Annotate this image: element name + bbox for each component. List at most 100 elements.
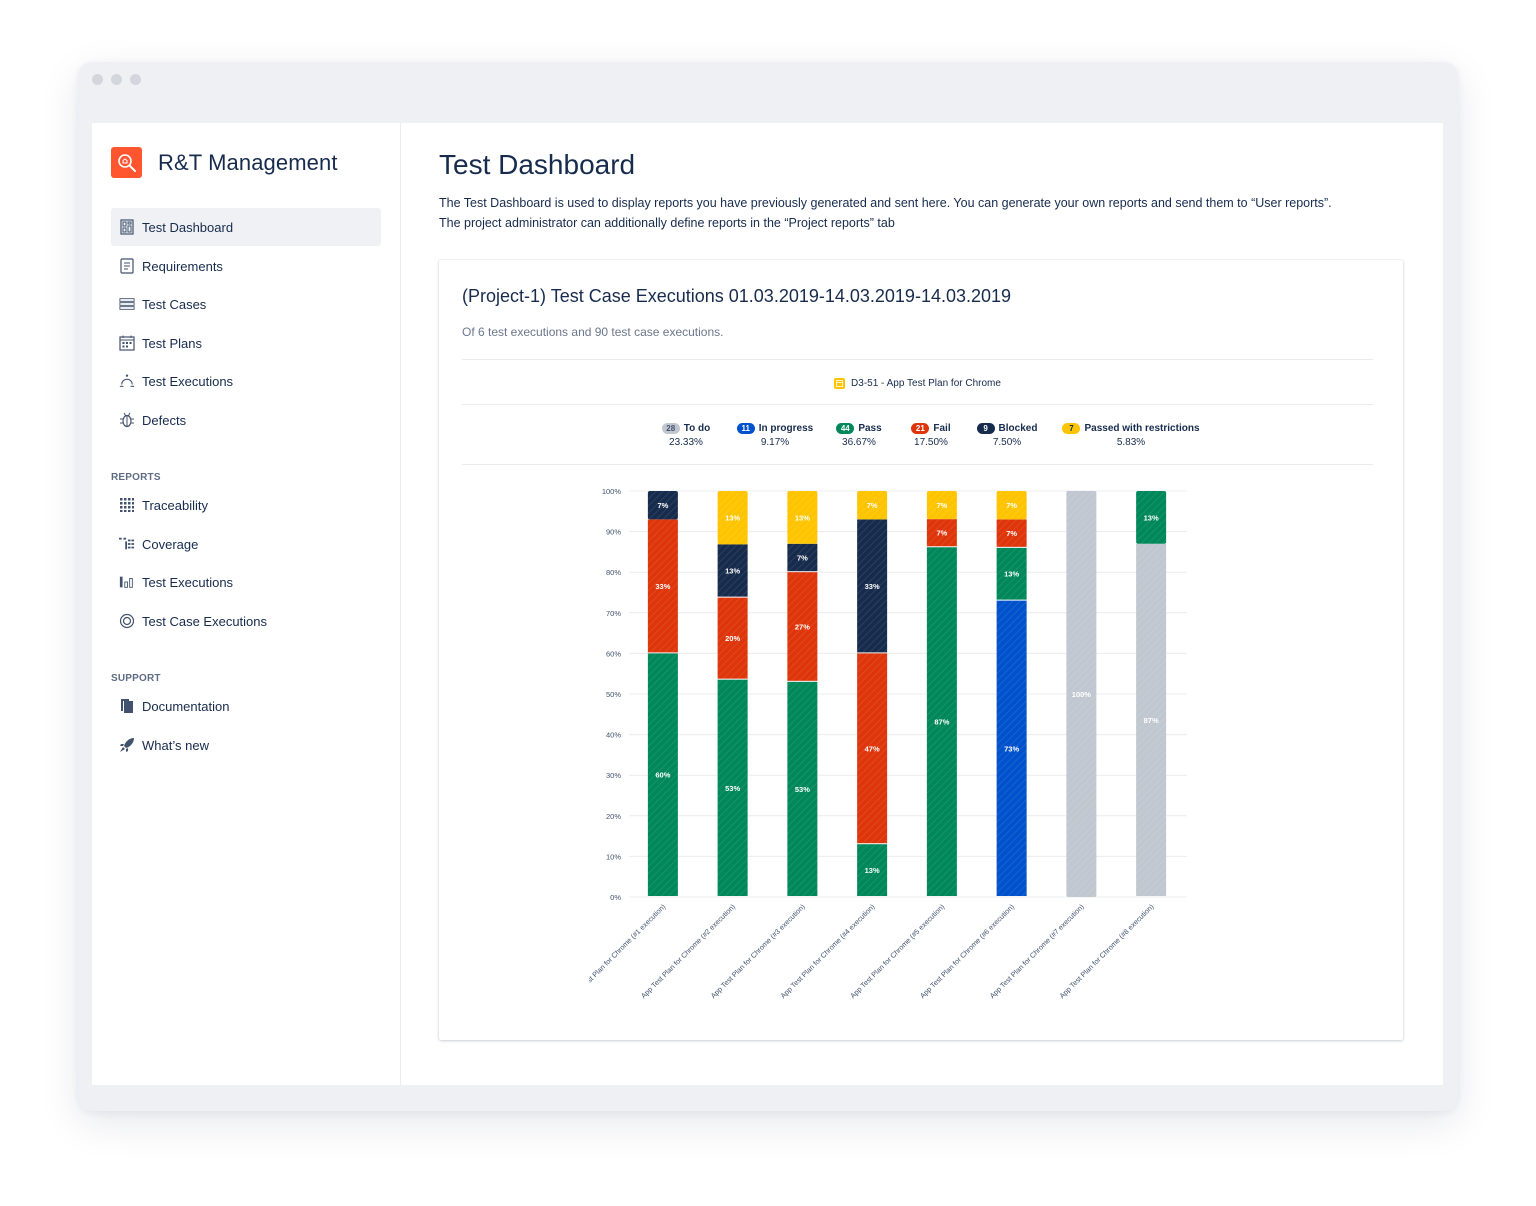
sidebar-item-label: Test Executions — [142, 373, 234, 389]
brand[interactable]: R&T Management — [111, 147, 338, 178]
sidebar: R&T Management Test Dashboard Requiremen… — [92, 123, 401, 1085]
test-cases-icon — [119, 296, 135, 312]
requirements-icon — [119, 258, 135, 274]
legend-percent: 17.50% — [914, 437, 948, 448]
legend-count: 28 — [661, 423, 680, 434]
sidebar-item-label: Traceability — [142, 497, 208, 513]
sidebar-item-documentation[interactable]: Documentation — [111, 687, 381, 725]
sidebar-item-requirements[interactable]: Requirements — [111, 247, 381, 285]
close-dot[interactable] — [92, 74, 103, 85]
bar-hatch — [1066, 491, 1097, 897]
legend-count: 44 — [836, 423, 855, 434]
report-subtitle: Of 6 test executions and 90 test case ex… — [462, 325, 724, 339]
bar-hatch — [996, 491, 1027, 520]
sidebar-item-test-plans[interactable]: Test Plans — [111, 324, 381, 362]
sidebar-item-label: Test Executions — [142, 574, 234, 590]
bar-value-label: 20% — [725, 634, 740, 643]
app-name: R&T Management — [158, 149, 338, 175]
y-tick-label: 80% — [606, 568, 621, 577]
y-tick-label: 70% — [606, 609, 621, 618]
legend-item-passed-with-restrictions[interactable]: 7 Passed with restrictions 5.83% — [1056, 423, 1206, 448]
minimize-dot[interactable] — [111, 74, 122, 85]
app-logo-icon — [111, 147, 142, 178]
reports-section-label: REPORTS — [111, 472, 161, 483]
stacked-bar-chart: 0% 10% 20% 30% 40% 50% 60% 70% 80% 90% 100% 60% 33%… — [589, 487, 1187, 1000]
y-tick-label: 10% — [606, 852, 621, 861]
legend-name: Passed with restrictions — [1084, 423, 1200, 434]
bar-hatch — [647, 491, 678, 520]
divider — [462, 404, 1373, 405]
bar-hatch — [857, 491, 888, 520]
bar-value-label: 7% — [1006, 501, 1017, 510]
report-title: (Project-1) Test Case Executions 01.03.2… — [462, 286, 1012, 306]
legend-name: In progress — [758, 423, 814, 434]
sidebar-item-traceability[interactable]: Traceability — [111, 486, 381, 524]
divider — [462, 464, 1373, 465]
test-plan-text: D3-51 - App Test Plan for Chrome — [851, 377, 1001, 389]
bar-hatch — [996, 600, 1027, 896]
sidebar-item-test-case-executions[interactable]: Test Case Executions — [111, 602, 381, 640]
sidebar-item-test-cases[interactable]: Test Cases — [111, 285, 381, 323]
sidebar-item-test-executions[interactable]: Test Executions — [111, 362, 381, 400]
sidebar-item-label: Coverage — [142, 536, 199, 552]
y-tick-label: 50% — [606, 690, 621, 699]
y-tick-label: 90% — [606, 528, 621, 537]
bar-hatch — [647, 519, 678, 653]
bar-value-label: 100% — [1072, 690, 1092, 699]
sidebar-item-whats-new[interactable]: What’s new — [111, 726, 381, 764]
sidebar-item-coverage[interactable]: Coverage — [111, 525, 381, 563]
sidebar-item-report-test-executions[interactable]: Test Executions — [111, 563, 381, 601]
legend-name: To do — [683, 423, 711, 434]
bar-value-label: 7% — [657, 501, 668, 510]
bar-hatch — [926, 491, 957, 520]
legend-item-pass[interactable]: 44 Pass 36.67% — [824, 423, 894, 448]
y-tick-label: 40% — [606, 731, 621, 740]
support-section-label: SUPPORT — [111, 673, 161, 684]
bar-hatch — [926, 519, 957, 547]
bar-value-label: 33% — [865, 582, 880, 591]
sidebar-item-defects[interactable]: Defects — [111, 401, 381, 439]
bar-value-label: 7% — [797, 553, 808, 562]
legend-item-to-do[interactable]: 28 To do 23.33% — [646, 423, 726, 448]
rocket-icon — [119, 737, 135, 753]
legend-item-fail[interactable]: 21 Fail 17.50% — [901, 423, 961, 448]
bar-value-label: 7% — [936, 501, 947, 510]
bar-hatch — [926, 547, 957, 896]
legend-item-blocked[interactable]: 9 Blocked 7.50% — [971, 423, 1043, 448]
legend-item-in-progress[interactable]: 11 In progress 9.17% — [729, 423, 821, 448]
legend-count: 21 — [911, 423, 930, 434]
y-tick-label: 60% — [606, 649, 621, 658]
window-controls — [92, 74, 141, 85]
y-tick-label: 30% — [606, 771, 621, 780]
legend-count: 11 — [736, 423, 755, 434]
sidebar-item-label: What’s new — [142, 737, 209, 753]
legend-percent: 9.17% — [760, 437, 790, 448]
bar-value-label: 13% — [725, 514, 740, 523]
bar-hatch — [787, 491, 818, 544]
y-tick-label: 20% — [606, 812, 621, 821]
legend-name: Pass — [858, 423, 882, 434]
dashboard-icon — [119, 219, 135, 235]
bar-value-label: 87% — [1144, 716, 1159, 725]
document-icon — [119, 698, 135, 714]
app-window: R&T Management Test Dashboard Requiremen… — [78, 62, 1458, 1111]
y-tick-label: 0% — [610, 893, 621, 902]
test-plan-label[interactable]: D3-51 - App Test Plan for Chrome — [462, 374, 1373, 392]
bar-hatch — [996, 519, 1027, 547]
sidebar-item-label: Requirements — [142, 258, 223, 274]
bar-value-label: 33% — [655, 582, 670, 591]
divider — [462, 359, 1373, 360]
bar-hatch — [787, 681, 818, 896]
test-plans-icon — [119, 335, 135, 351]
report-card: (Project-1) Test Case Executions 01.03.2… — [439, 260, 1403, 1040]
legend-percent: 23.33% — [669, 437, 703, 448]
legend-name: Fail — [933, 423, 951, 434]
bar-value-label: 53% — [795, 785, 810, 794]
sidebar-item-test-dashboard[interactable]: Test Dashboard — [111, 208, 381, 246]
bar-value-label: 87% — [934, 718, 949, 727]
app-content: R&T Management Test Dashboard Requiremen… — [92, 123, 1443, 1085]
bar-hatch — [996, 547, 1027, 600]
bar-value-label: 47% — [865, 744, 880, 753]
maximize-dot[interactable] — [130, 74, 141, 85]
bar-value-label: 7% — [1006, 529, 1017, 538]
